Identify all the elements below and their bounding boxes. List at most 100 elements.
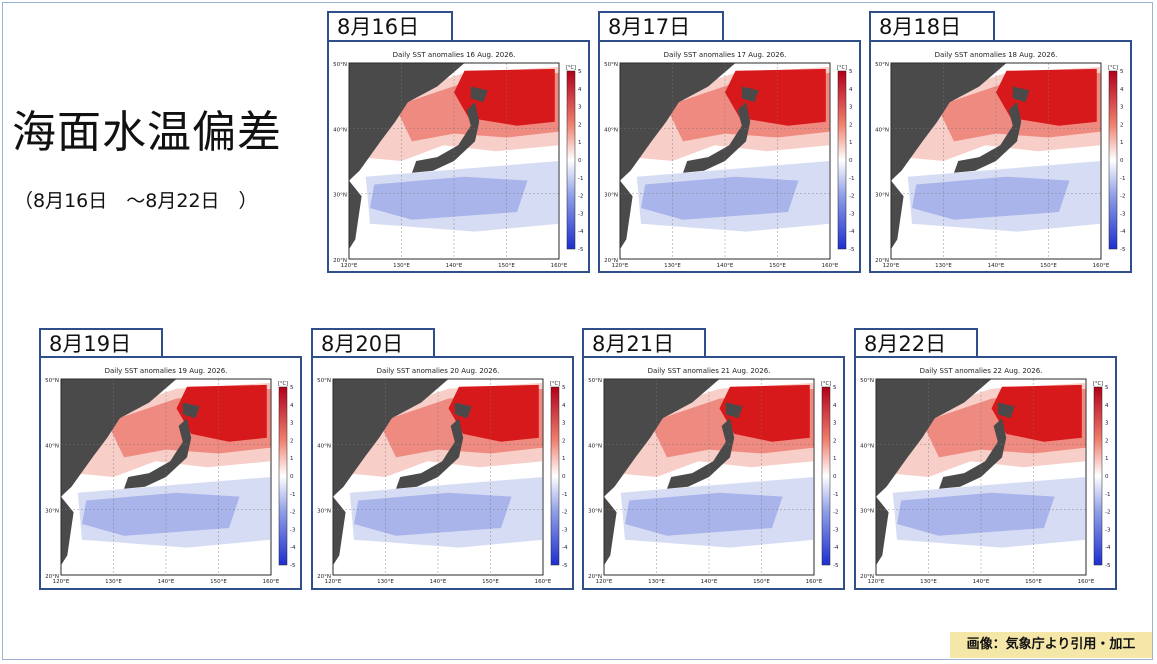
lon-label: 120°E [341, 263, 358, 269]
colorbar-tick-label: -2 [562, 510, 567, 516]
continent-land [876, 379, 992, 497]
colorbar-tick-label: -1 [833, 492, 838, 498]
cool-anomaly-core [370, 176, 528, 220]
continent-land [891, 63, 1007, 181]
continent-land [604, 379, 720, 497]
continent-land-south [61, 496, 74, 566]
japan-land [954, 102, 1022, 173]
date-tab-7: 8月22日 [854, 328, 978, 358]
map-title: Daily SST anomalies 22 Aug. 2026. [920, 367, 1043, 375]
lon-label: 130°E [920, 579, 937, 585]
colorbar-tick-label: -2 [1105, 510, 1110, 516]
warm-anomaly-strong [454, 68, 555, 126]
colorbar-tick-label: 3 [578, 105, 582, 111]
sst-map-panel-6: Daily SST anomalies 21 Aug. 2026. 50°N 40°… [582, 356, 845, 590]
colorbar-tick-label: -3 [849, 211, 855, 217]
lat-label: 30°N [860, 509, 874, 515]
lon-label: 150°E [769, 263, 786, 269]
lon-label: 160°E [806, 579, 823, 585]
continent-land-south [876, 496, 889, 566]
continent-land [620, 63, 736, 181]
colorbar-tick-label: -5 [578, 247, 584, 253]
lat-label: 30°N [317, 509, 331, 515]
colorbar-tick-label: -3 [833, 527, 839, 533]
colorbar-tick-label: -2 [578, 194, 583, 200]
colorbar-tick-label: 5 [578, 69, 582, 75]
hokkaido-land [182, 402, 200, 419]
lat-label: 50°N [875, 62, 889, 68]
lon-label: 160°E [551, 263, 568, 269]
lat-label: 30°N [45, 509, 59, 515]
colorbar-tick-label: -5 [562, 563, 568, 569]
colorbar-tick-label: 1 [1105, 456, 1109, 462]
warm-anomaly-strong [719, 384, 810, 442]
colorbar-tick-label: 2 [833, 438, 837, 444]
colorbar-tick-label: 2 [849, 122, 853, 128]
lon-label: 150°E [482, 579, 499, 585]
colorbar-tick-label: -4 [833, 545, 839, 551]
colorbar-tick-label: 5 [1105, 385, 1109, 391]
hokkaido-land [470, 86, 488, 103]
sst-map-7: Daily SST anomalies 22 Aug. 2026. 50°N 40°… [860, 367, 1111, 585]
colorbar-tick-label: -3 [1105, 527, 1111, 533]
lat-label: 20°N [588, 574, 602, 580]
sst-map-panel-7: Daily SST anomalies 22 Aug. 2026. 50°N 40°… [854, 356, 1117, 590]
japan-land [939, 418, 1007, 489]
lat-label: 20°N [317, 574, 331, 580]
japan-land [396, 418, 464, 489]
lon-label: 120°E [883, 263, 900, 269]
colorbar-tick-label: 1 [562, 456, 566, 462]
colorbar-tick-label: -5 [833, 563, 839, 569]
lat-label: 30°N [333, 193, 347, 199]
lat-label: 50°N [333, 62, 347, 68]
sst-map-2: Daily SST anomalies 17 Aug. 2026. 50°N 40°… [604, 51, 855, 269]
colorbar-tick-label: 1 [833, 456, 837, 462]
lon-label: 130°E [664, 263, 681, 269]
warm-anomaly-strong [991, 384, 1082, 442]
colorbar-tick-label: -3 [562, 527, 568, 533]
continent-land [61, 379, 177, 497]
lat-label: 20°N [45, 574, 59, 580]
lat-label: 40°N [45, 443, 59, 449]
lat-label: 30°N [604, 193, 618, 199]
cool-anomaly-core [897, 492, 1055, 536]
lat-label: 40°N [604, 127, 618, 133]
colorbar-tick-label: 5 [849, 69, 853, 75]
colorbar-tick-label: 5 [562, 385, 566, 391]
colorbar-unit: [°C] [1093, 381, 1103, 387]
lon-label: 140°E [430, 579, 447, 585]
lon-label: 140°E [973, 579, 990, 585]
warm-anomaly-strong [448, 384, 539, 442]
colorbar-tick-label: -1 [1105, 492, 1110, 498]
date-tab-5: 8月20日 [311, 328, 435, 358]
colorbar-tick-label: 2 [562, 438, 566, 444]
japan-land [667, 418, 735, 489]
lon-label: 120°E [325, 579, 342, 585]
colorbar-tick-label: 3 [562, 421, 566, 427]
colorbar-tick-label: 4 [849, 87, 853, 93]
lon-label: 120°E [53, 579, 70, 585]
lat-label: 40°N [333, 127, 347, 133]
colorbar [278, 386, 288, 566]
lon-label: 150°E [498, 263, 515, 269]
colorbar-tick-label: -1 [578, 176, 583, 182]
colorbar-tick-label: -4 [849, 229, 855, 235]
map-title: Daily SST anomalies 20 Aug. 2026. [377, 367, 500, 375]
lon-label: 150°E [1025, 579, 1042, 585]
colorbar-tick-label: -4 [1120, 229, 1126, 235]
lon-label: 160°E [822, 263, 839, 269]
lon-label: 130°E [377, 579, 394, 585]
continent-land-south [349, 180, 362, 250]
japan-land [412, 102, 480, 173]
hokkaido-land [725, 402, 743, 419]
date-tab-1: 8月16日 [327, 11, 453, 41]
colorbar-tick-label: 0 [562, 474, 566, 480]
colorbar-tick-label: -5 [1120, 247, 1126, 253]
lon-label: 120°E [868, 579, 885, 585]
cool-anomaly-core [82, 492, 240, 536]
colorbar-tick-label: -2 [290, 510, 295, 516]
colorbar-tick-label: 0 [849, 158, 853, 164]
lat-label: 20°N [860, 574, 874, 580]
colorbar-tick-label: 1 [849, 140, 853, 146]
lat-label: 20°N [333, 258, 347, 264]
